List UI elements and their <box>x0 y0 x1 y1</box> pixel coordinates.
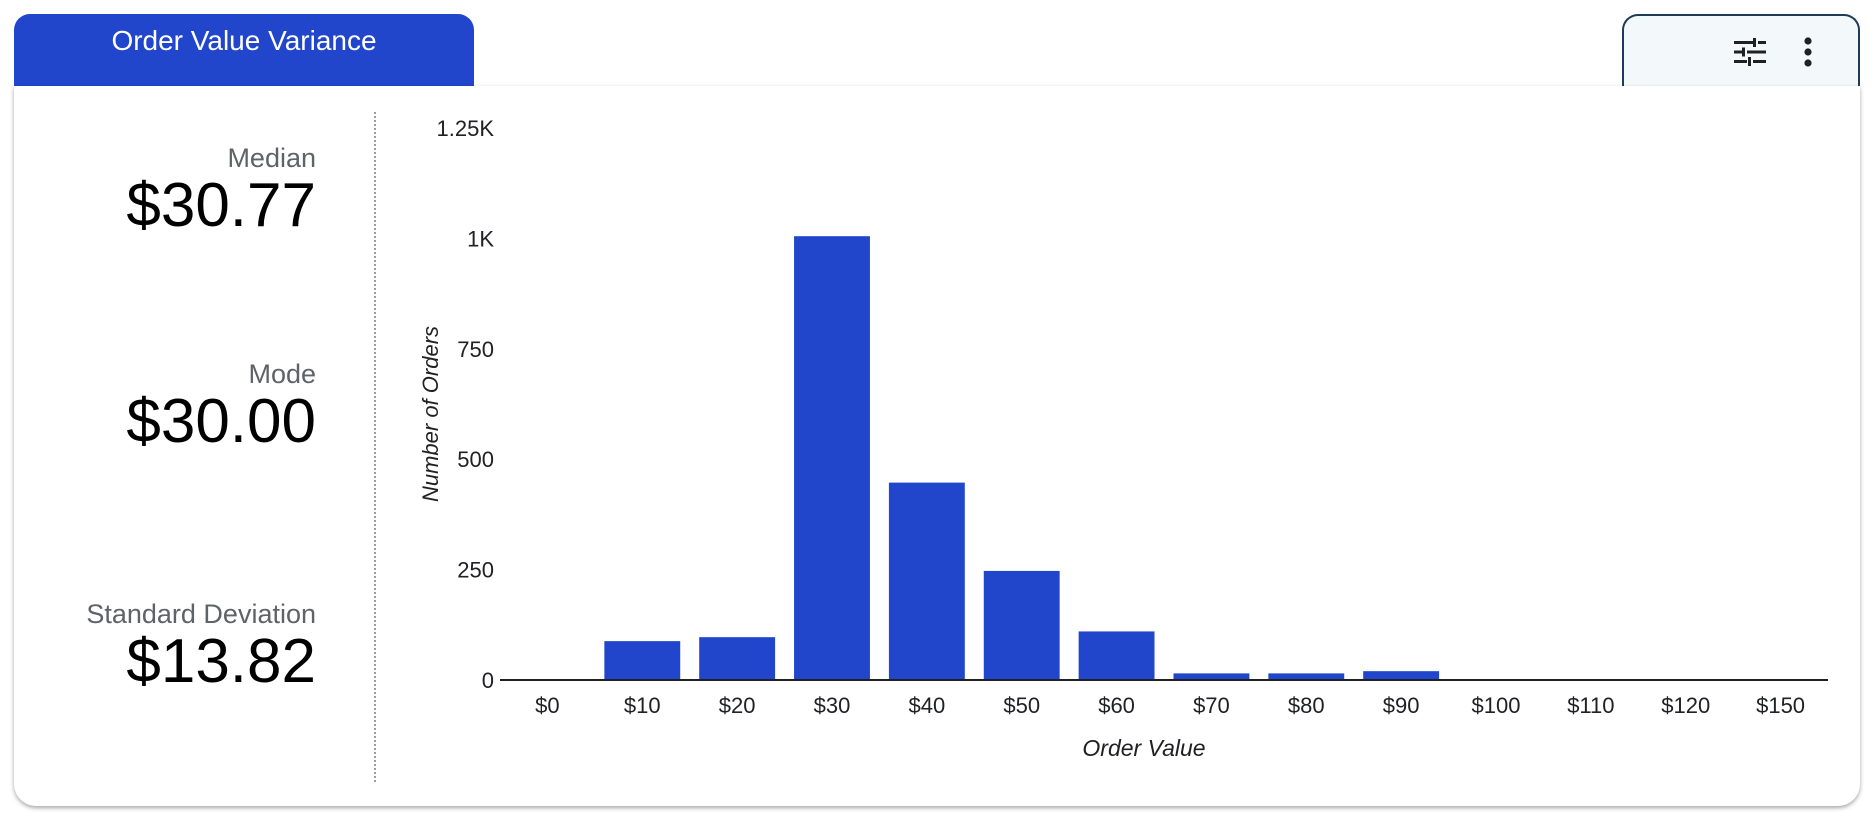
x-axis-title: Order Value <box>1082 735 1205 761</box>
stat-value: $30.77 <box>126 171 316 240</box>
stat-label: Standard Deviation <box>86 599 316 629</box>
x-tick-label: $120 <box>1661 693 1710 718</box>
y-tick-label: 500 <box>457 447 494 472</box>
stat-standard-deviation: Standard Deviation $13.82 <box>86 598 316 694</box>
y-tick-label: 750 <box>457 337 494 362</box>
more-vert-icon[interactable] <box>1786 30 1830 74</box>
histogram-bar[interactable] <box>604 641 681 680</box>
panel-divider <box>374 112 376 782</box>
x-tick-label: $100 <box>1472 693 1521 718</box>
histogram-bar[interactable] <box>983 570 1060 680</box>
y-tick-label: 1.25K <box>437 116 495 141</box>
x-tick-label: $50 <box>1003 693 1040 718</box>
y-tick-label: 250 <box>457 558 494 583</box>
histogram-bar[interactable] <box>699 637 776 680</box>
stat-label: Median <box>227 143 316 173</box>
histogram-chart: 0 250 500 750 1K 1.25K $0 $10 $20 $30 $40 $50 $60 $7… <box>418 116 1828 761</box>
x-tick-label: $30 <box>814 693 851 718</box>
stat-value: $13.82 <box>126 627 316 696</box>
y-tick-label: 1K <box>467 226 494 251</box>
x-tick-label: $110 <box>1567 693 1614 718</box>
x-tick-label: $150 <box>1756 693 1805 718</box>
x-tick-label: $90 <box>1383 693 1420 718</box>
x-tick-label: $10 <box>624 693 661 718</box>
y-tick-label: 0 <box>482 668 494 693</box>
histogram-bar[interactable] <box>1363 671 1440 680</box>
x-tick-label: $60 <box>1098 693 1135 718</box>
x-tick-label: $0 <box>535 693 559 718</box>
histogram-bar[interactable] <box>1268 673 1345 680</box>
y-axis-title: Number of Orders <box>418 326 443 502</box>
histogram-bar[interactable] <box>888 482 965 680</box>
histogram-bar[interactable] <box>794 236 870 680</box>
histogram-bar[interactable] <box>1173 673 1250 680</box>
stat-mode: Mode $30.00 <box>126 358 316 454</box>
x-tick-label: $70 <box>1193 693 1230 718</box>
chart-title: Order Value Variance <box>111 25 377 56</box>
tune-icon[interactable] <box>1728 30 1772 74</box>
x-tick-label: $80 <box>1288 693 1325 718</box>
stats-panel: Median $30.77 Mode $30.00 Standard Devia… <box>14 86 374 806</box>
histogram-bar[interactable] <box>1078 631 1155 680</box>
chart-card: Median $30.77 Mode $30.00 Standard Devia… <box>14 86 1860 806</box>
chart-title-tab: Order Value Variance <box>14 14 474 86</box>
stat-label: Mode <box>248 359 316 389</box>
stat-median: Median $30.77 <box>126 142 316 238</box>
stat-value: $30.00 <box>126 387 316 456</box>
x-tick-label: $40 <box>908 693 945 718</box>
x-tick-label: $20 <box>719 693 756 718</box>
